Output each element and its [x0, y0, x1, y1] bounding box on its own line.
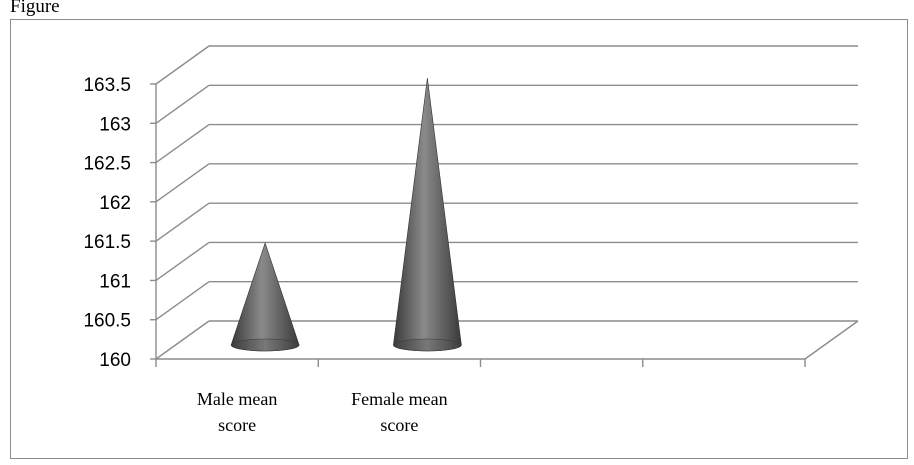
side-gridline [155, 84, 210, 124]
y-tick-label: 163 [99, 114, 131, 135]
side-gridline [155, 202, 210, 242]
y-tick-label: 160.5 [83, 311, 131, 332]
side-gridline [155, 281, 210, 321]
cone-base [393, 338, 462, 352]
y-tick-label: 162.5 [83, 154, 131, 175]
x-category-label: score [380, 415, 418, 435]
side-gridline [155, 45, 210, 85]
y-tick-label: 161.5 [83, 232, 131, 253]
x-category-label: Male mean [197, 389, 277, 409]
side-gridline [155, 241, 210, 281]
x-category-label: score [218, 415, 256, 435]
x-category-label: Female mean [351, 389, 447, 409]
figure-caption: Figure [10, 0, 60, 17]
cone-base [230, 338, 300, 352]
side-gridline [155, 163, 210, 203]
floor-right-edge [804, 320, 859, 360]
side-gridline [155, 320, 210, 360]
y-tick-label: 162 [99, 193, 131, 214]
y-tick-label: 163.5 [83, 75, 131, 96]
y-tick-label: 161 [99, 271, 131, 292]
cone-bar [393, 77, 462, 352]
side-gridline [155, 124, 210, 164]
cone-bar [230, 242, 300, 352]
y-tick-label: 160 [99, 350, 131, 371]
